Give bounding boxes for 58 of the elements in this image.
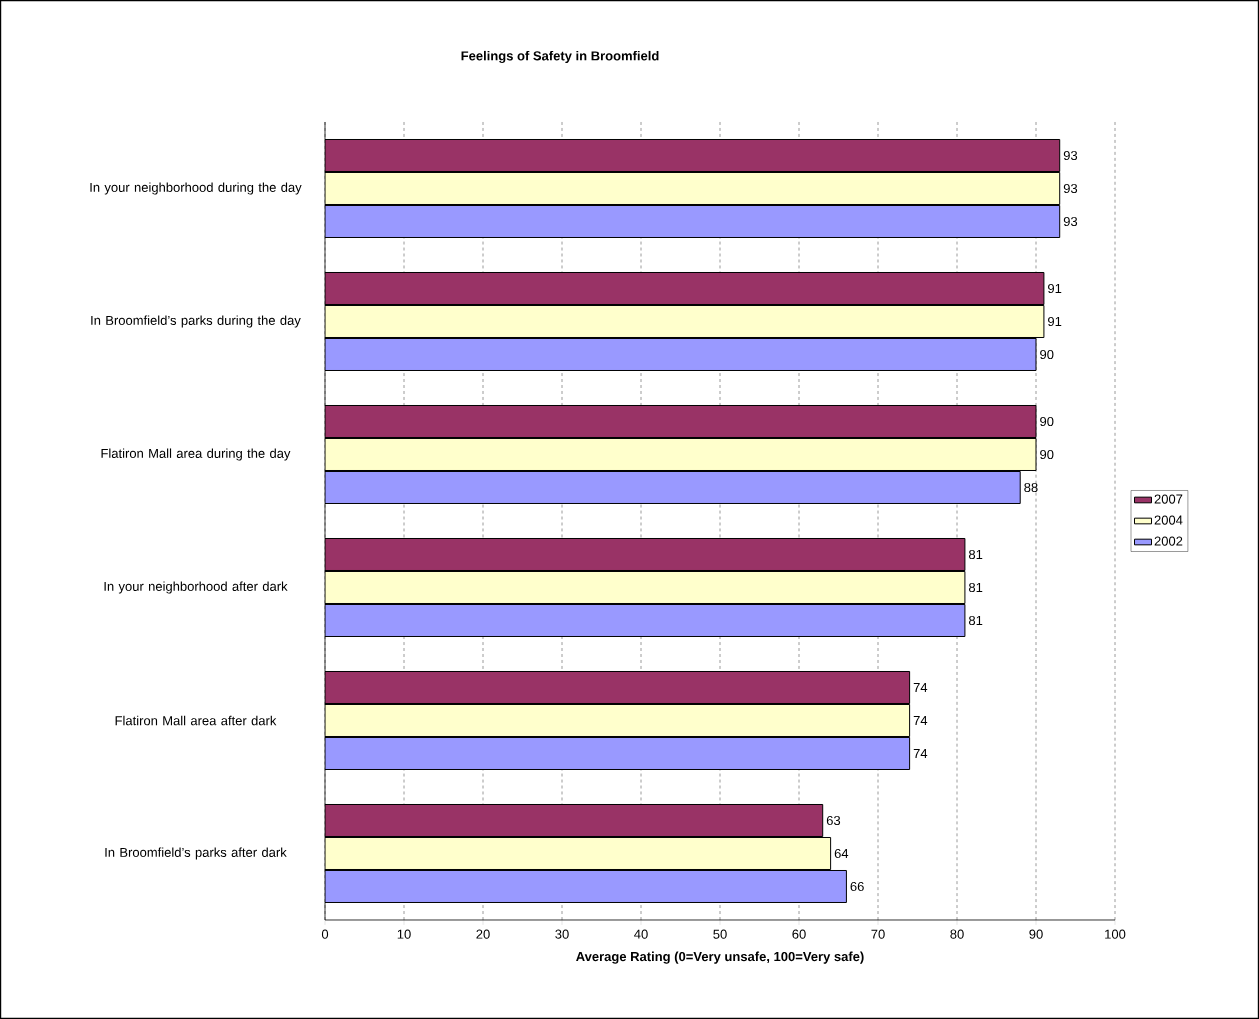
x-tick-label: 30 <box>555 929 569 939</box>
x-tick-label: 40 <box>634 929 648 939</box>
data-label: 91 <box>1048 316 1062 327</box>
data-label: 81 <box>968 615 983 626</box>
x-tick-label: 50 <box>713 929 727 939</box>
y-tick-label: In Broomfield’s parks during the day <box>91 315 301 328</box>
bar <box>325 837 832 870</box>
x-tick-label: 60 <box>792 929 806 939</box>
bar <box>325 304 1045 338</box>
x-axis-title: Average Rating (0=Very unsafe, 100=Very safe) <box>576 951 864 964</box>
y-tick-label: Flatiron Mall area during the day <box>101 448 291 461</box>
bar <box>325 704 911 737</box>
chart-title: Feelings of Safety in Broomfield <box>461 50 659 64</box>
y-tick-label: In Broomfield’s parks after dark <box>105 847 287 860</box>
data-label: 74 <box>913 749 928 758</box>
bar <box>325 804 824 837</box>
x-tick-label: 70 <box>871 929 885 939</box>
legend-label: 2002 <box>1154 536 1183 546</box>
data-label: 93 <box>1063 183 1078 194</box>
bar <box>325 670 911 704</box>
x-tick-label: 90 <box>1029 929 1043 939</box>
bar <box>325 570 966 604</box>
bar <box>325 537 966 571</box>
bar <box>325 172 1061 205</box>
x-tick-label: 80 <box>950 929 964 939</box>
x-tick-label: 100 <box>1105 929 1126 939</box>
data-label: 64 <box>834 848 849 859</box>
data-label: 81 <box>968 582 983 593</box>
bar <box>325 437 1037 471</box>
y-tick-label: In your neighborhood during the day <box>90 182 302 195</box>
x-tick-label: 20 <box>476 929 490 939</box>
legend-label: 2004 <box>1154 515 1183 525</box>
data-label: 90 <box>1040 349 1054 360</box>
data-label: 63 <box>826 815 841 826</box>
data-label: 90 <box>1040 416 1054 427</box>
x-tick-label: 10 <box>397 929 411 939</box>
data-label: 74 <box>913 716 928 725</box>
bar <box>325 737 911 770</box>
data-label: 90 <box>1040 449 1054 460</box>
bar <box>325 204 1061 238</box>
data-label: 91 <box>1048 283 1062 294</box>
data-label: 66 <box>850 881 864 892</box>
bar <box>325 337 1037 371</box>
data-label: 93 <box>1063 150 1078 161</box>
bar <box>325 139 1061 172</box>
bar <box>325 870 847 903</box>
data-label: 74 <box>913 683 928 692</box>
y-tick-label: In your neighborhood after dark <box>104 581 288 594</box>
x-tick-label: 0 <box>321 929 329 939</box>
data-label: 81 <box>968 549 983 560</box>
bar <box>325 404 1037 438</box>
bar <box>325 604 966 637</box>
data-label: 88 <box>1024 482 1038 493</box>
data-label: 93 <box>1063 216 1078 227</box>
bar <box>325 271 1045 305</box>
legend-label: 2007 <box>1154 494 1183 504</box>
bar <box>325 470 1021 504</box>
y-tick-label: Flatiron Mall area after dark <box>115 715 277 726</box>
